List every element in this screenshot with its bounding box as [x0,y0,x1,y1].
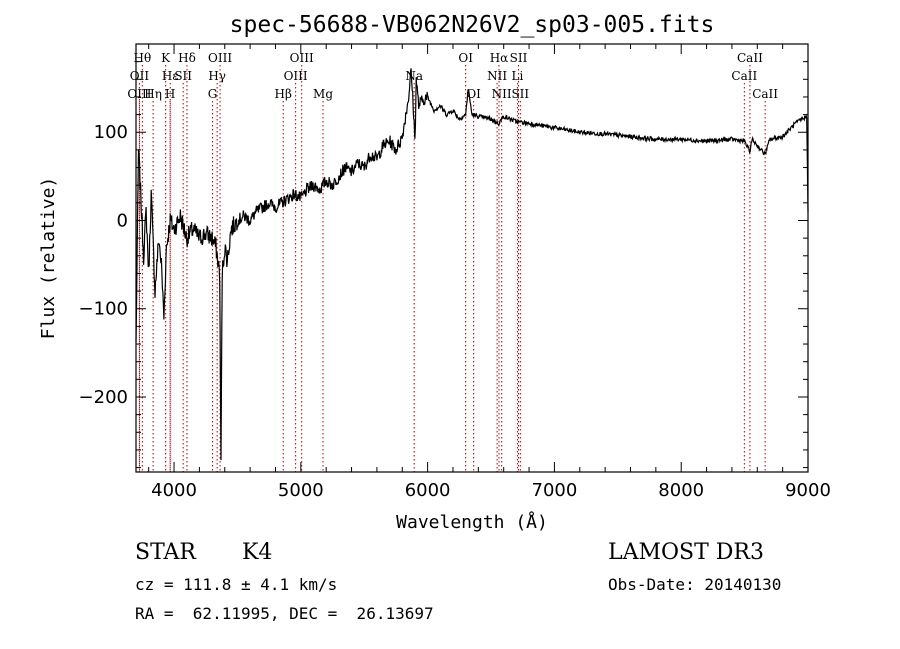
line-label-3: K [161,51,171,65]
line-label-11: G [208,87,218,101]
x-tick-label-3: 7000 [532,480,578,501]
line-label-14: OIII [284,69,308,83]
line-label-13: OIII [290,51,314,65]
line-label-1: OII [130,69,150,83]
y-axis-label: Flux (relative) [38,177,59,340]
line-label-22: SII [510,51,528,65]
line-label-15: Mg [313,87,333,101]
line-label-12: Hβ [275,87,292,101]
x-tick-label-4: 8000 [658,480,704,501]
x-tick-label-2: 6000 [405,480,451,501]
x-tick-label-1: 5000 [278,480,324,501]
line-label-27: CaII [752,87,778,101]
line-label-5: Hη [144,87,162,101]
line-label-6: H [165,87,175,101]
line-label-23: Li [511,69,523,83]
redshift-cz: cz = 111.8 ± 4.1 km/s [135,575,338,594]
spectrum-line [135,68,809,461]
line-label-17: OI [458,51,473,65]
line-label-21: NII [492,87,512,101]
x-axis-label: Wavelength (Å) [396,511,548,533]
line-label-2: OIII [127,87,151,101]
line-label-8: SII [174,69,192,83]
ra-dec-coordinates: RA = 62.11995, DEC = 26.13697 [135,604,434,623]
y-tick-label-0: −200 [79,387,128,408]
line-label-24: SII [511,87,529,101]
line-label-25: CaII [737,51,763,65]
x-tick-label-5: 9000 [785,480,831,501]
y-tick-label-3: 100 [94,122,128,143]
line-label-19: Hα [490,51,509,65]
line-label-10: Hγ [208,69,226,83]
x-tick-label-0: 4000 [151,480,197,501]
y-tick-label-2: 0 [117,210,128,231]
line-label-26: CaII [731,69,757,83]
line-label-7: Hδ [178,51,196,65]
line-label-4: Hε [162,69,179,83]
line-label-16: Na [405,69,423,83]
line-label-9: OIII [208,51,232,65]
object-class: STAR [135,540,196,565]
survey-name: LAMOST DR3 [608,540,764,565]
line-label-20: NII [487,69,507,83]
plot-frame [135,43,809,473]
observation-date: Obs-Date: 20140130 [608,575,782,594]
object-subclass: K4 [242,540,273,565]
y-tick-label-1: −100 [79,299,128,320]
chart-title: spec-56688-VB062N26V2_sp03-005.fits [230,12,715,38]
